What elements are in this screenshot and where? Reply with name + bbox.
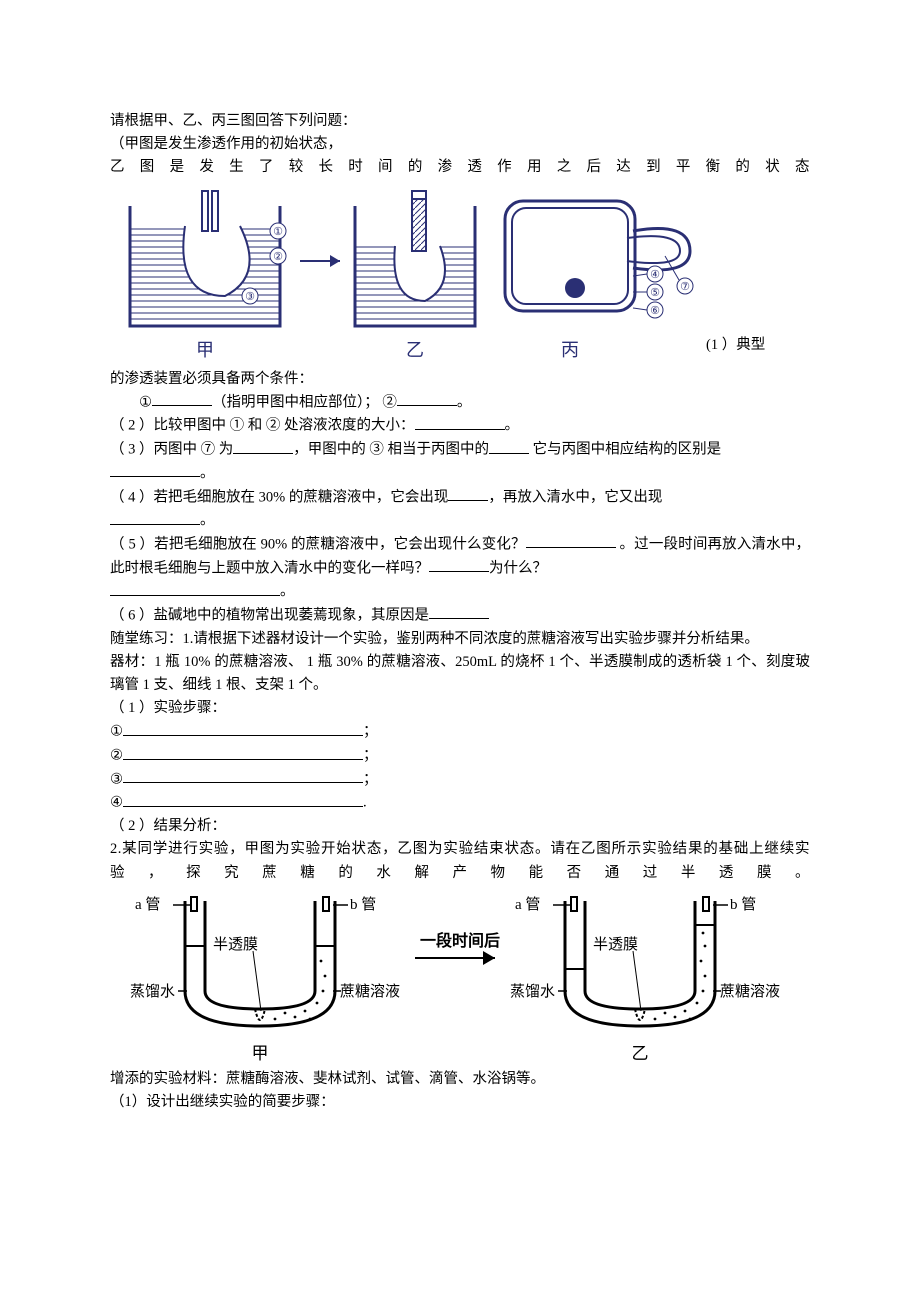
figure-1-row: ① ② ③ 甲 乙 <box>110 180 810 368</box>
svg-text:⑦: ⑦ <box>680 281 690 293</box>
svg-text:乙: 乙 <box>632 1044 649 1063</box>
svg-text:蒸馏水: 蒸馏水 <box>510 983 555 1000</box>
practice-2: 2.某同学进行实验，甲图为实验开始状态，乙图为实验结束状态。请在乙图所示实验结果… <box>110 838 810 884</box>
intro-line-1: 请根据甲、乙、丙三图回答下列问题： <box>110 110 810 133</box>
svg-text:a 管: a 管 <box>515 896 540 913</box>
tail-materials: 增添的实验材料：蔗糖酶溶液、斐林试剂、试管、滴管、水浴锅等。 <box>110 1068 810 1091</box>
q4-tail: 。 <box>110 509 810 533</box>
svg-text:⑥: ⑥ <box>650 305 660 317</box>
q5-a: （ 5 ）若把毛细胞放在 90% 的蔗糖溶液中，它会出现什么变化？ 。过一段时间… <box>110 533 810 580</box>
q1-lead-a: (1 ）典型 <box>700 334 765 367</box>
q6: （ 6 ）盐碱地中的植物常出现萎蔫现象，其原因是 <box>110 604 810 628</box>
q1-lead-b: 的渗透装置必须具备两个条件： <box>110 368 810 391</box>
q3: （ 3 ）丙图中 ⑦ 为，甲图中的 ③ 相当于丙图中的 它与丙图中相应结构的区别… <box>110 438 810 462</box>
svg-text:半透膜: 半透膜 <box>593 936 638 953</box>
svg-text:蔗糖溶液: 蔗糖溶液 <box>720 983 780 1000</box>
tail-step: （1）设计出继续实验的简要步骤： <box>110 1091 810 1114</box>
q2: （ 2 ）比较甲图中 ① 和 ② 处溶液浓度的大小：。 <box>110 414 810 438</box>
svg-text:a 管: a 管 <box>135 896 160 913</box>
fig1-callout-1: ① <box>273 226 283 238</box>
svg-text:④: ④ <box>650 269 660 281</box>
practice-title: 随堂练习： <box>110 631 183 647</box>
practice-materials: 器材：1 瓶 10% 的蔗糖溶液、 1 瓶 30% 的蔗糖溶液、250mL 的烧… <box>110 651 810 697</box>
svg-text:b 管: b 管 <box>350 896 376 913</box>
svg-text:甲: 甲 <box>252 1044 269 1063</box>
svg-text:蔗糖溶液: 蔗糖溶液 <box>340 983 400 1000</box>
svg-text:⑤: ⑤ <box>650 287 660 299</box>
fig1-label-bing: 丙 <box>561 340 579 360</box>
figure-2-svg: a 管 b 管 半透膜 蒸馏水 蔗糖溶液 <box>110 891 810 1066</box>
svg-text:b 管: b 管 <box>730 896 756 913</box>
q3-tail: 。 <box>110 462 810 486</box>
step-2: ②； <box>110 744 810 768</box>
step-4: ④. <box>110 791 810 815</box>
q1-items: ①（指明甲图中相应部位）； ②。 <box>110 391 810 415</box>
page-root: 请根据甲、乙、丙三图回答下列问题： （甲图是发生渗透作用的初始状态， 乙图是发生… <box>0 0 920 1154</box>
intro-line-3: 乙图是发生了较长时间的渗透作用之后达到平衡的状态 <box>110 156 810 179</box>
fig1-callout-2: ② <box>273 251 283 263</box>
svg-text:蒸馏水: 蒸馏水 <box>130 983 175 1000</box>
svg-text:一段时间后: 一段时间后 <box>420 931 500 950</box>
fig1-callout-3: ③ <box>245 291 255 303</box>
practice-1: 随堂练习：1.请根据下述器材设计一个实验，鉴别两种不同浓度的蔗糖溶液写出实验步骤… <box>110 628 810 651</box>
svg-text:半透膜: 半透膜 <box>213 936 258 953</box>
practice-step-title: （ 1 ）实验步骤： <box>110 697 810 720</box>
q5-tail: 。 <box>110 580 810 604</box>
fig1-label-jia: 甲 <box>196 340 214 360</box>
step-3: ③； <box>110 768 810 792</box>
intro-line-2: （甲图是发生渗透作用的初始状态， <box>110 133 810 156</box>
step-1: ①； <box>110 720 810 744</box>
figure-1-svg: ① ② ③ 甲 乙 <box>110 186 700 366</box>
practice-result-title: （ 2 ）结果分析： <box>110 815 810 838</box>
q4: （ 4 ）若把毛细胞放在 30% 的蔗糖溶液中，它会出现，再放入清水中，它又出现 <box>110 486 810 510</box>
fig1-label-yi: 乙 <box>406 340 424 360</box>
